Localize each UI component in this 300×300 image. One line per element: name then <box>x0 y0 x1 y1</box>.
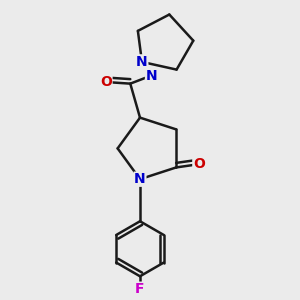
Text: O: O <box>193 157 205 171</box>
Text: F: F <box>135 282 145 296</box>
Text: N: N <box>136 55 148 69</box>
Text: O: O <box>100 75 112 89</box>
Text: N: N <box>146 69 157 82</box>
Text: N: N <box>134 172 146 186</box>
